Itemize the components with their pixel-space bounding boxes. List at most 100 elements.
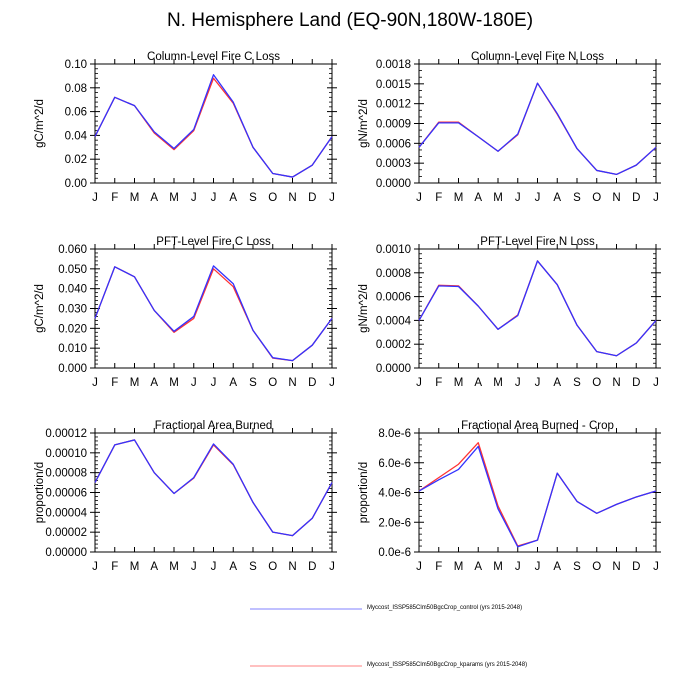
y-axis-label: proportion/d <box>34 462 46 523</box>
chart-panel-2: PFT-Level Fire C Loss gC/m^2/d 0.000 0.010 0… <box>34 236 337 389</box>
y-tick-label: 0.0002 <box>376 339 411 351</box>
y-tick-label: 0.00002 <box>45 527 87 539</box>
x-tick-label: J <box>329 377 335 389</box>
y-tick-label: 0.030 <box>58 304 87 316</box>
y-tick-label: 0.0e-6 <box>378 547 411 559</box>
y-tick-label: 0.00004 <box>45 507 87 519</box>
x-tick-label: O <box>268 377 277 389</box>
x-tick-label: J <box>92 192 98 204</box>
x-tick-label: N <box>288 377 296 389</box>
x-tick-label: A <box>553 192 561 204</box>
x-tick-label: F <box>111 561 118 573</box>
chart-title: Column-Level Fire C Loss <box>147 51 280 63</box>
y-tick-label: 0.10 <box>65 59 87 71</box>
series-line-kparams <box>94 266 333 362</box>
x-tick-label: J <box>329 561 335 573</box>
x-tick-label: A <box>553 561 561 573</box>
x-tick-label: O <box>268 192 277 204</box>
x-tick-label: S <box>249 377 257 389</box>
y-tick-label: 4.0e-6 <box>378 488 411 500</box>
figure-title: N. Hemisphere Land (EQ-90N,180W-180E) <box>166 10 534 31</box>
x-tick-label: S <box>573 377 581 389</box>
x-tick-label: N <box>612 192 620 204</box>
y-tick-label: 0.060 <box>58 244 87 256</box>
x-tick-label: A <box>229 561 237 573</box>
chart-panel-5: Fractional Area Burned - Crop proportion/… <box>358 420 661 573</box>
y-tick-label: 8.0e-6 <box>378 428 411 440</box>
x-tick-label: F <box>435 561 442 573</box>
plot-frame <box>418 248 657 369</box>
x-tick-label: M <box>454 561 464 573</box>
x-tick-label: J <box>416 561 422 573</box>
y-tick-label: 0.00012 <box>45 428 87 440</box>
x-tick-label: J <box>211 377 217 389</box>
x-tick-label: M <box>130 561 140 573</box>
x-tick-label: F <box>435 192 442 204</box>
y-tick-label: 0.010 <box>58 343 87 355</box>
x-tick-label: O <box>268 561 277 573</box>
y-tick-label: 0.0012 <box>376 99 411 111</box>
x-tick-label: M <box>493 192 503 204</box>
plot-frame <box>94 63 333 184</box>
x-tick-label: N <box>288 192 296 204</box>
x-tick-label: A <box>229 377 237 389</box>
x-tick-label: M <box>169 561 179 573</box>
x-tick-label: D <box>632 561 640 573</box>
x-tick-label: D <box>308 377 316 389</box>
x-tick-label: J <box>515 377 521 389</box>
x-tick-label: J <box>653 377 659 389</box>
x-tick-label: S <box>573 192 581 204</box>
x-tick-label: S <box>249 192 257 204</box>
series-line-control <box>94 439 333 537</box>
y-tick-label: 0.040 <box>58 284 87 296</box>
x-tick-label: S <box>249 561 257 573</box>
x-tick-label: F <box>435 377 442 389</box>
y-tick-label: 6.0e-6 <box>378 458 411 470</box>
chart-panel-0: Column-Level Fire C Loss gC/m^2/d 0.00 0.02… <box>34 51 337 204</box>
x-tick-label: J <box>653 561 659 573</box>
y-tick-label: 0.0006 <box>376 138 411 150</box>
x-tick-label: J <box>416 192 422 204</box>
chart-panel-4: Fractional Area Burnedproportion/d0.0000… <box>34 420 337 573</box>
x-tick-label: F <box>111 377 118 389</box>
plot-frame <box>418 432 657 553</box>
x-tick-label: D <box>308 561 316 573</box>
x-tick-label: A <box>150 377 158 389</box>
y-tick-label: 0.0000 <box>376 178 411 190</box>
legend-label-kparams: Myccost_ISSP585Clm50BgcCrop_kparams (yrs… <box>367 662 528 668</box>
series-line-control <box>418 445 657 548</box>
y-tick-label: 0.00006 <box>45 488 87 500</box>
y-tick-label: 0.00 <box>65 178 87 190</box>
x-tick-label: M <box>454 377 464 389</box>
y-axis-label: proportion/d <box>358 462 370 523</box>
x-tick-label: M <box>130 377 140 389</box>
y-tick-label: 0.02 <box>65 154 87 166</box>
x-tick-label: J <box>92 561 98 573</box>
x-tick-label: N <box>612 561 620 573</box>
x-tick-label: J <box>515 561 521 573</box>
x-tick-label: N <box>288 561 296 573</box>
x-tick-label: S <box>573 561 581 573</box>
x-tick-label: A <box>150 561 158 573</box>
x-tick-label: A <box>150 192 158 204</box>
x-tick-label: J <box>92 377 98 389</box>
y-tick-label: 0.0004 <box>376 315 412 327</box>
y-tick-label: 0.0015 <box>376 79 411 91</box>
x-tick-label: J <box>416 377 422 389</box>
x-tick-label: O <box>592 192 601 204</box>
y-tick-label: 0.050 <box>58 264 87 276</box>
chart-title: PFT-Level Fire N Loss <box>480 236 595 248</box>
x-tick-label: J <box>535 561 541 573</box>
x-tick-label: J <box>653 192 659 204</box>
x-tick-label: J <box>329 192 335 204</box>
y-tick-label: 0.00008 <box>45 468 87 480</box>
y-axis-label: gC/m^2/d <box>34 284 46 333</box>
x-tick-label: J <box>191 192 197 204</box>
chart-title: Fractional Area Burned <box>155 420 273 432</box>
y-tick-label: 2.0e-6 <box>378 517 411 529</box>
y-tick-label: 0.08 <box>65 83 87 95</box>
y-tick-label: 0.0003 <box>376 158 411 170</box>
series-line-kparams <box>418 82 657 176</box>
series-line-kparams <box>418 442 657 547</box>
legend-label-control: Myccost_ISSP585Clm50BgcCrop_control (yrs… <box>367 605 523 611</box>
